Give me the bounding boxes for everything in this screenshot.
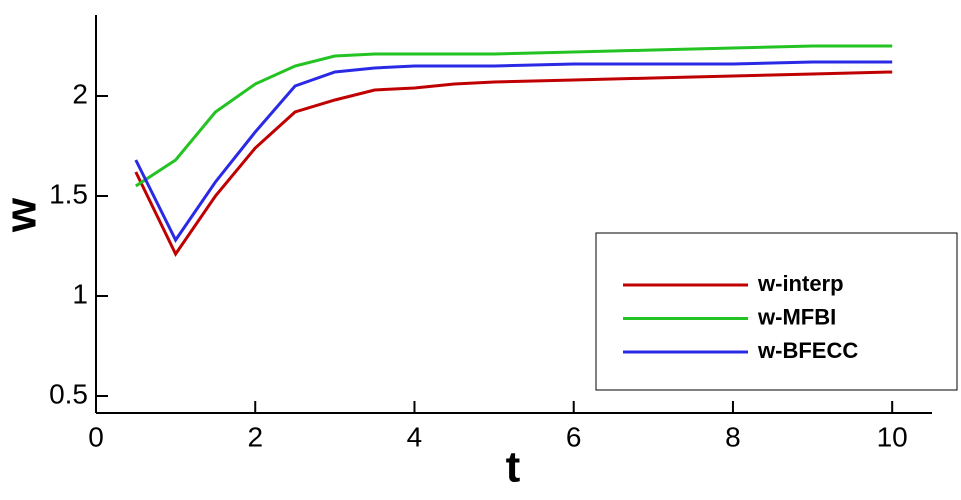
legend-label: w-MFBI (757, 304, 836, 329)
x-tick-label: 8 (725, 421, 741, 452)
legend-label: w-interp (757, 271, 844, 296)
x-tick-label: 4 (407, 421, 423, 452)
x-tick-label: 2 (247, 421, 263, 452)
series-line (134, 60, 893, 243)
series-line (134, 70, 893, 257)
series-line (134, 44, 893, 188)
legend-label: w-BFECC (757, 338, 858, 363)
y-tick-label: 0.5 (49, 378, 88, 409)
y-axis-label: w (0, 197, 46, 233)
y-tick-label: 1.5 (49, 178, 88, 209)
x-axis-label: t (506, 443, 521, 492)
x-tick-label: 0 (88, 421, 104, 452)
x-tick-label: 10 (877, 421, 908, 452)
y-tick-label: 2 (72, 78, 88, 109)
legend-box (595, 232, 958, 391)
y-tick-label: 1 (72, 278, 88, 309)
x-tick-label: 6 (566, 421, 582, 452)
